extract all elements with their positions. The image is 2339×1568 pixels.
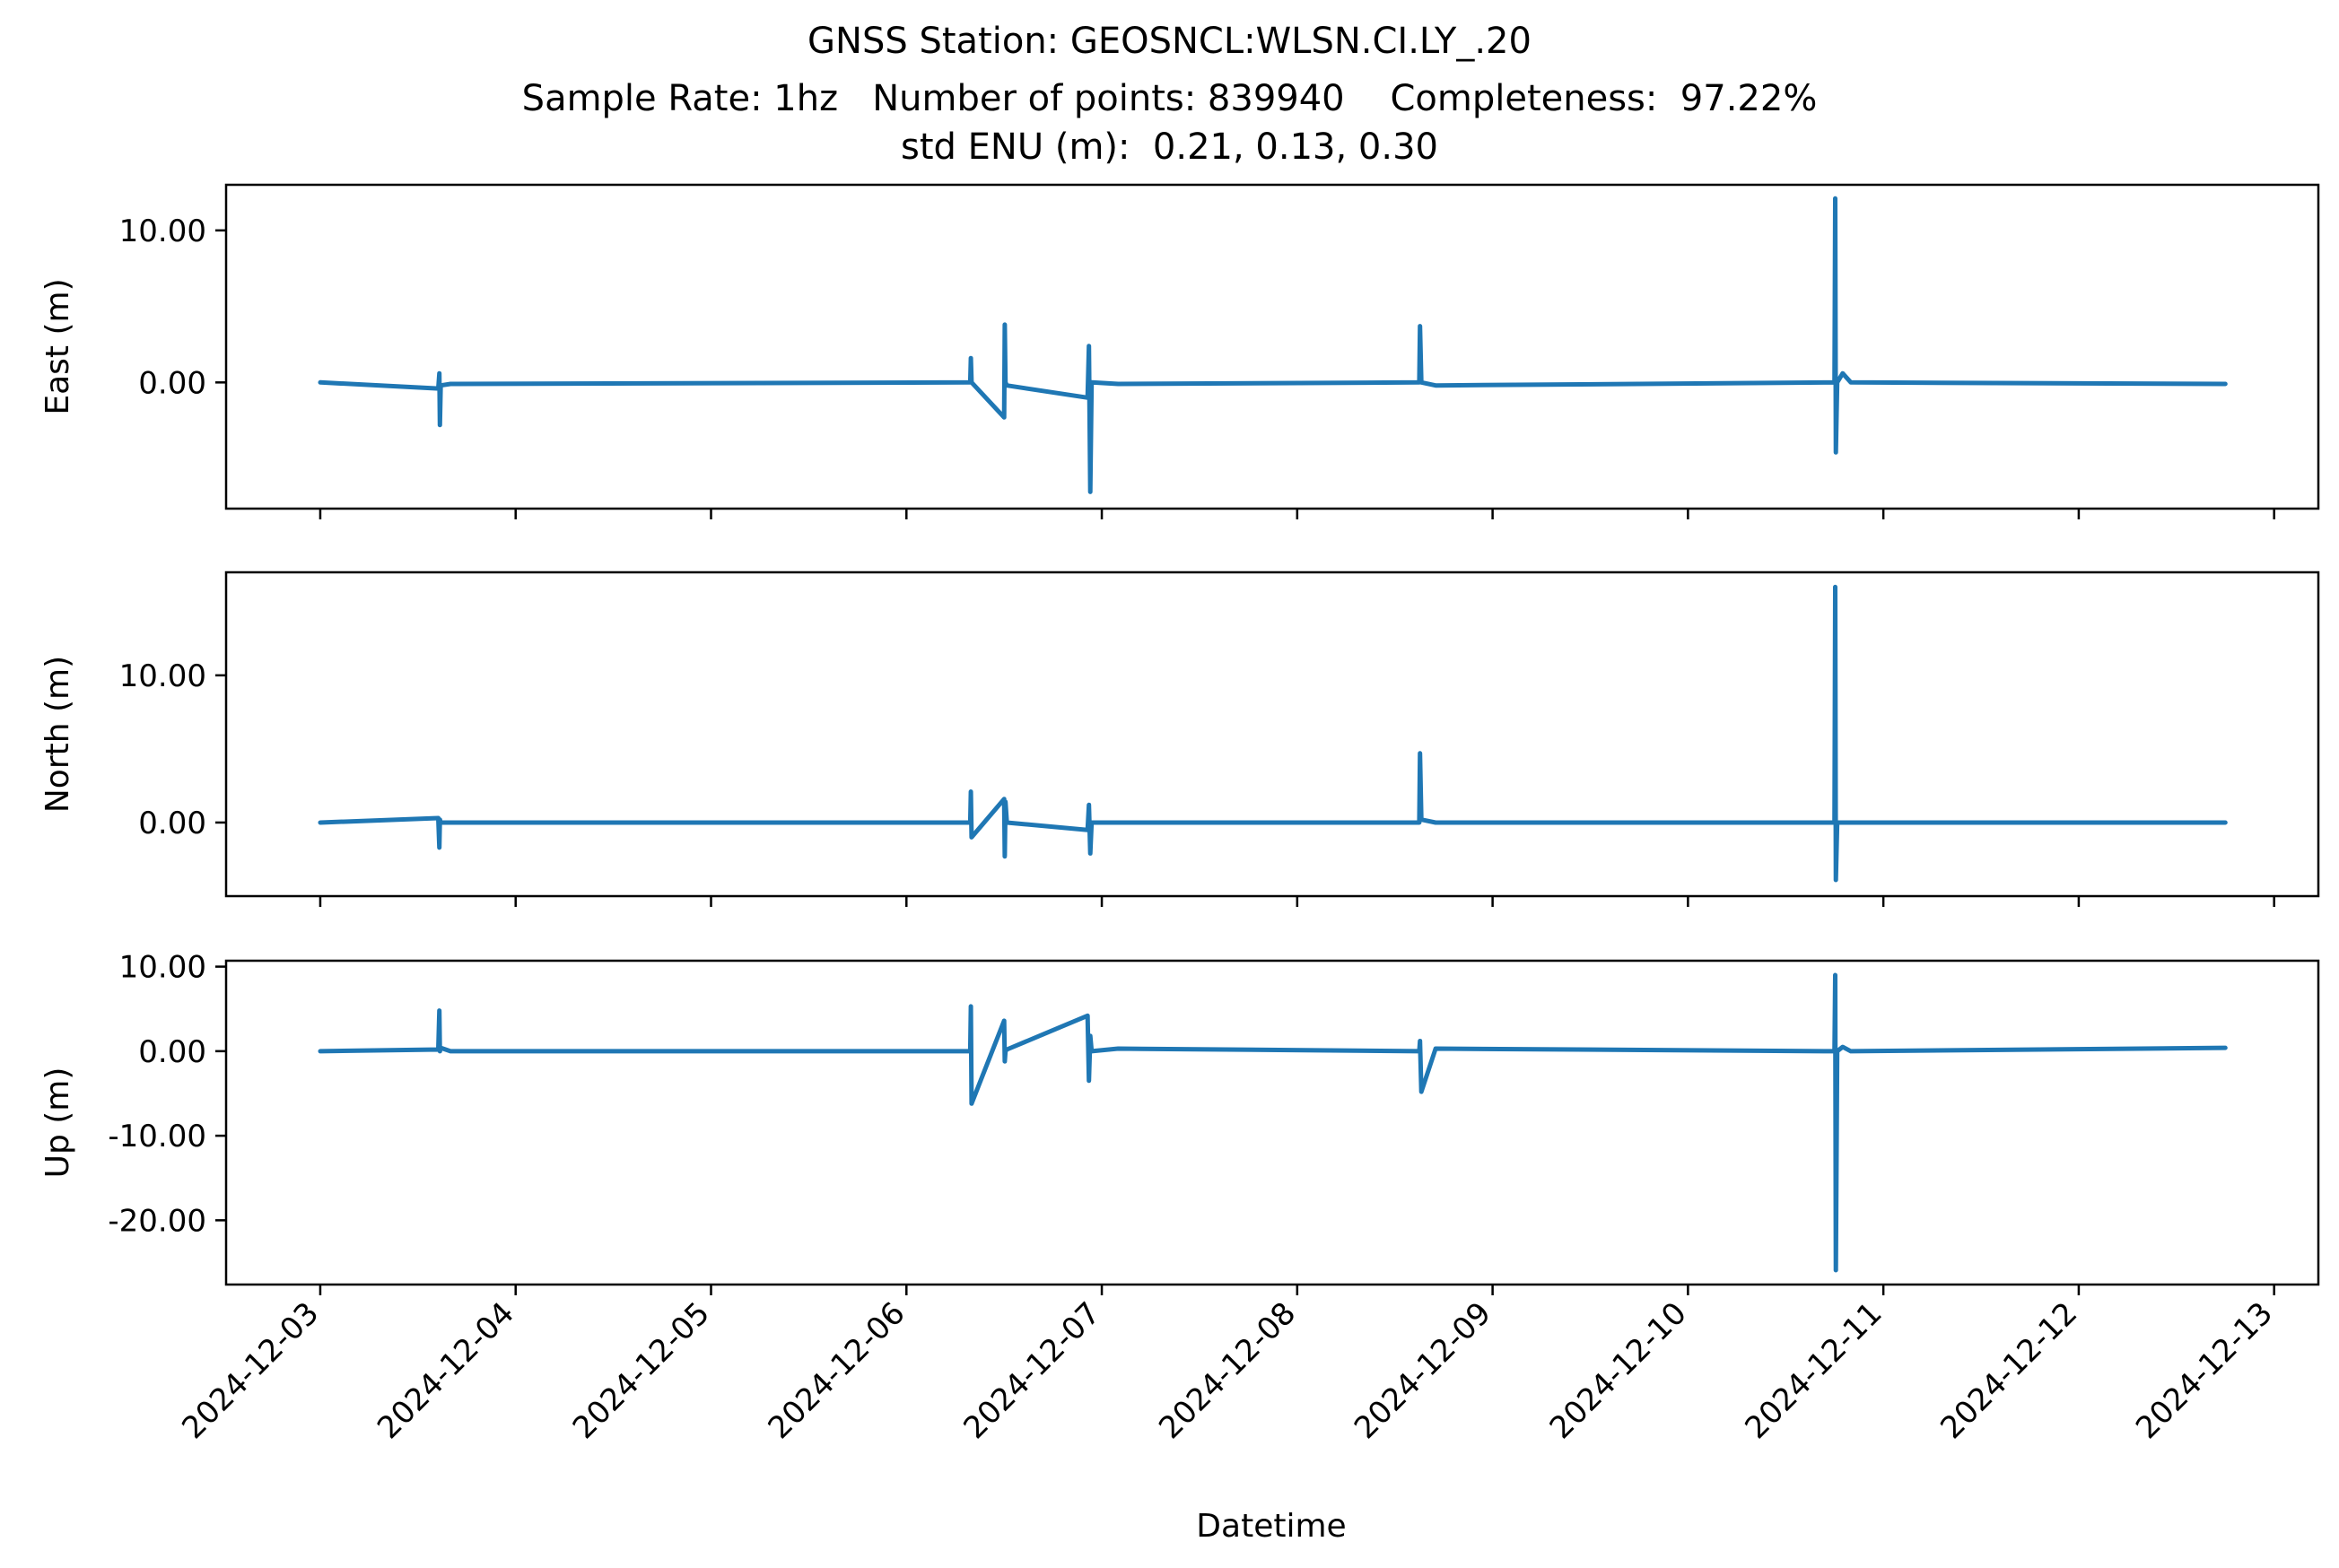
axes-frame <box>224 959 2320 1286</box>
subplot-3: 10.00 0.00 -10.00 -20.00 Up (m) <box>39 950 2320 1295</box>
y-tick-label: 0.00 <box>138 1034 206 1070</box>
x-tick-label: 2024-12-09 <box>1348 1295 1498 1446</box>
series-line-1-1 <box>318 196 2228 494</box>
x-tick-label: 2024-12-12 <box>1933 1295 2084 1446</box>
chart-title-line-3: std ENU (m): 0.21, 0.13, 0.30 <box>901 126 1438 168</box>
subplot-2: 0.00 10.00 North (m) <box>39 571 2320 907</box>
x-tick-label: 2024-12-04 <box>371 1295 521 1446</box>
x-tick-label: 2024-12-11 <box>1739 1295 1890 1446</box>
y-tick-label: 10.00 <box>119 213 206 249</box>
x-tick-label: 2024-12-03 <box>175 1295 326 1446</box>
y-axis-label: North (m) <box>39 656 76 813</box>
y-axis-label: East (m) <box>39 278 76 414</box>
series-line-3-1 <box>318 972 2228 1273</box>
y-axis-label: Up (m) <box>39 1067 76 1179</box>
x-tick-label: 2024-12-05 <box>566 1295 717 1446</box>
y-tick-label: 10.00 <box>119 950 206 986</box>
series-line-2-1 <box>318 584 2228 883</box>
x-axis-label: Datetime <box>1196 1508 1346 1545</box>
y-tick-label: 0.00 <box>138 806 206 841</box>
chart-title-line-1: GNSS Station: GEOSNCL:WLSN.CI.LY_.20 <box>807 21 1532 62</box>
x-tick-label: 2024-12-06 <box>762 1295 912 1446</box>
y-tick-label: 0.00 <box>138 365 206 401</box>
y-tick-label: 10.00 <box>119 658 206 694</box>
x-tick-label: 2024-12-13 <box>2129 1295 2280 1446</box>
chart-title-line-2: Sample Rate: 1hz Number of points: 83994… <box>521 78 1818 119</box>
subplot-1: 0.00 10.00 East (m) <box>39 183 2320 519</box>
y-tick-label: -20.00 <box>108 1203 206 1239</box>
axes-frame <box>224 183 2320 510</box>
x-tick-label: 2024-12-07 <box>956 1295 1107 1446</box>
x-tick-label: 2024-12-10 <box>1543 1295 1694 1446</box>
x-tick-labels: 2024-12-03 2024-12-04 2024-12-05 2024-12-06… <box>175 1295 2280 1446</box>
axes-frame <box>224 571 2320 898</box>
y-tick-label: -10.00 <box>108 1119 206 1154</box>
subplots-group: 0.00 10.00 East (m) 0.00 10.00 North (m) 10.00… <box>39 183 2320 1295</box>
x-tick-label: 2024-12-08 <box>1152 1295 1303 1446</box>
